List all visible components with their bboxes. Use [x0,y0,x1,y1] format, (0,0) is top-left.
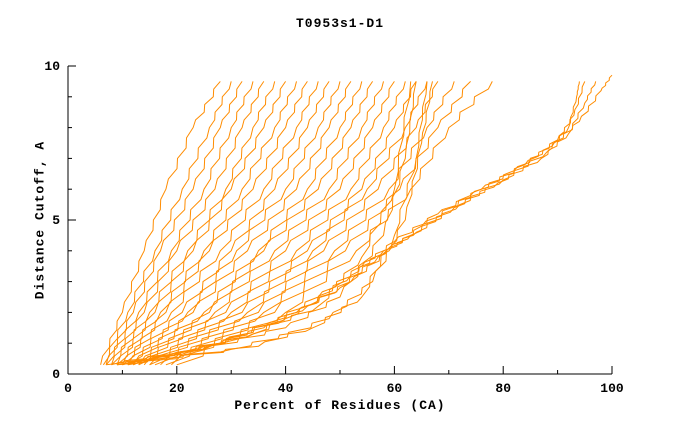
model-curve [127,81,341,366]
x-tick-label: 100 [600,381,624,396]
model-curve [116,81,428,366]
model-curve [111,81,417,366]
y-axis-label: Distance Cutoff, A [32,140,48,300]
x-tick-label: 80 [495,381,511,396]
model-curve [138,81,374,366]
model-curve [165,81,455,366]
model-curve [133,74,613,366]
model-curve [105,81,243,365]
model-curve [149,81,417,366]
model-curve [143,81,395,366]
model-curve [116,81,297,366]
model-curve [121,81,308,366]
model-curve [122,81,319,366]
model-curve [116,81,580,366]
model-curve [176,81,493,366]
model-curve [111,81,265,365]
model-curve [100,81,221,365]
model-curve [160,81,439,366]
y-tick-label: 10 [44,59,60,74]
y-tick-label: 0 [52,367,60,382]
model-curve [127,81,330,366]
x-tick-label: 20 [169,381,185,396]
model-curve [127,81,597,366]
model-curve [154,81,428,366]
x-axis-label: Percent of Residues (CA) [234,398,446,413]
chart-title: T0953s1-D1 [295,16,384,31]
model-curve [149,81,406,366]
model-curve [122,81,433,366]
model-curve [132,81,352,366]
model-curve [105,81,254,366]
model-curve [171,81,471,366]
model-curve [138,81,384,366]
y-tick-label: 5 [52,213,60,228]
model-curve [102,81,232,366]
x-tick-label: 0 [64,381,72,396]
model-curve [106,81,412,366]
x-tick-label: 60 [387,381,403,396]
model-curve [116,81,287,365]
x-tick-label: 40 [278,381,294,396]
